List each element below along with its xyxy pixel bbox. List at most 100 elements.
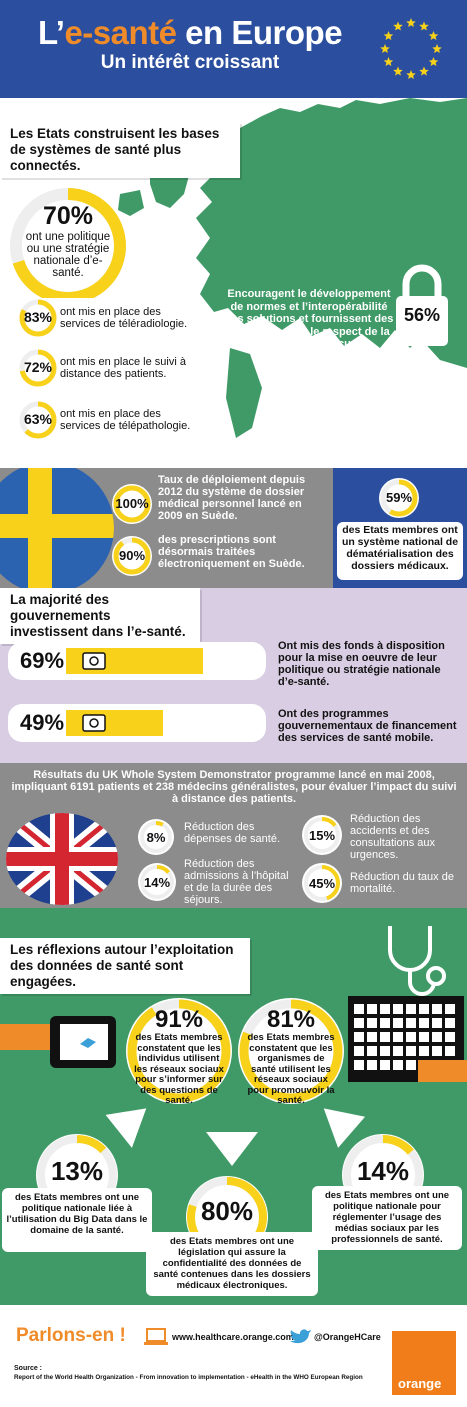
stat-value: 63%	[23, 411, 53, 427]
keyboard-key	[445, 1032, 455, 1042]
stat-text: ont mis en place le suivi à distance des…	[60, 356, 186, 380]
ring-fill	[343, 1135, 423, 1215]
ring-fill	[140, 865, 174, 899]
stat-text: Réduction du taux de mortalité.	[350, 871, 454, 895]
ring-fill	[37, 1135, 117, 1215]
text-card	[2, 1188, 152, 1252]
eu-star	[380, 44, 390, 53]
stat-value: 14%	[356, 1156, 410, 1186]
keyboard-key	[380, 1046, 390, 1056]
keyboard-key	[380, 1032, 390, 1042]
stat-text: ont mis en place des services de télépat…	[60, 408, 191, 432]
progress-ring	[113, 485, 151, 523]
stat-value: 100%	[115, 496, 149, 511]
arrow-left-icon	[105, 1108, 147, 1148]
laptop-icon	[144, 1328, 168, 1345]
progress-ring	[239, 999, 343, 1103]
progress-ring	[304, 817, 340, 853]
eu-star	[393, 21, 403, 31]
stat-circle	[302, 863, 342, 903]
keyboard-key	[393, 1018, 403, 1028]
keyboard-key	[419, 1004, 429, 1014]
arrow-right-icon	[323, 1108, 366, 1148]
keyboard-key	[419, 1018, 429, 1028]
ring-fill	[380, 479, 418, 517]
keyboard-key	[367, 1032, 377, 1042]
stat-value: 80%	[200, 1196, 254, 1226]
eu-star	[428, 57, 439, 66]
keyboard-key	[406, 1046, 416, 1056]
banknote-icon	[82, 714, 106, 732]
ring-fill	[239, 999, 343, 1103]
keyboard-key	[380, 1060, 390, 1070]
keyboard-key	[406, 1018, 416, 1028]
eu-star	[383, 31, 394, 40]
bar-text: Ont des programmes gouvernementaux de fi…	[278, 708, 457, 744]
progress-ring	[19, 349, 57, 387]
padlock-icon	[396, 264, 448, 346]
stat-text: des Etats membres ont une politique nati…	[324, 1190, 450, 1245]
keyboard-key	[354, 1032, 364, 1042]
stat-circle	[379, 478, 419, 518]
uk-flag-icon	[6, 813, 118, 905]
ring-fill	[304, 817, 340, 853]
lock-stat-text: Encouragent le développement de normes e…	[224, 288, 394, 350]
cta-text: Parlons-en !	[16, 1325, 126, 1346]
section-banner: Les réflexions autour l’exploitation des…	[0, 938, 250, 994]
source-label: Source :	[14, 1365, 43, 1372]
keyboard-key	[445, 1004, 455, 1014]
stethoscope-icon	[388, 926, 446, 996]
text-card	[312, 1186, 462, 1250]
stat-text: des Etats membres ont un système nationa…	[341, 524, 459, 572]
twitter-handle[interactable]: @OrangeHCare	[314, 1332, 381, 1342]
stat-circle	[138, 863, 176, 901]
keyboard-key	[432, 1018, 442, 1028]
keyboard-key	[393, 1032, 403, 1042]
source-text: Report of the World Health Organization …	[14, 1374, 363, 1381]
footer: Parlons-en ! www.healthcare.orange.com @…	[0, 1305, 467, 1407]
banknote-icon	[82, 652, 106, 670]
page-subtitle: Un intérêt croissant	[100, 52, 280, 73]
stat-circle	[302, 815, 342, 855]
keyboard-key	[393, 1060, 403, 1070]
keyboard-key	[406, 1032, 416, 1042]
keyboard-key	[445, 1018, 455, 1028]
stat-text: Réduction des admissions à l’hôpital et …	[184, 858, 289, 906]
keyboard-key	[432, 1004, 442, 1014]
page-title: L’e-santé en Europe	[37, 14, 343, 51]
keyboard-key	[419, 1032, 429, 1042]
section-sweden: 100% Taux de déploiement depuis 2012 du …	[0, 468, 467, 588]
keyboard-key	[419, 1046, 429, 1056]
eu-star	[406, 70, 416, 79]
stat-value: 81%	[266, 1006, 316, 1033]
section-data: Les réflexions autour l’exploitation des…	[0, 908, 467, 1305]
stat-text: des Etats membres ont une législation qu…	[153, 1236, 311, 1291]
stat-value: 72%	[23, 359, 53, 375]
stat-text: ont mis en place des services de télérad…	[60, 306, 188, 330]
keyboard-key	[367, 1060, 377, 1070]
stat-text: des Etats membres ont une politique nati…	[6, 1192, 148, 1236]
laptop-keyboard-icon	[348, 996, 467, 1082]
bar-value: 49%	[20, 710, 65, 735]
stat-value: 8%	[146, 830, 166, 845]
twitter-bird-icon	[290, 1329, 311, 1344]
keyboard-key	[380, 1004, 390, 1014]
keyboard-key	[367, 1046, 377, 1056]
keyboard-key	[354, 1004, 364, 1014]
keyboard-key	[393, 1004, 403, 1014]
big-stat-text: ont une politique ou une stratégie natio…	[25, 231, 111, 279]
eu-star	[406, 18, 416, 27]
section-banner: Les Etats construisent les bases de syst…	[0, 122, 240, 178]
ring-fill	[19, 349, 57, 387]
eu-star	[432, 44, 442, 53]
website-link[interactable]: www.healthcare.orange.com	[172, 1332, 294, 1342]
keyboard-key	[445, 1046, 455, 1056]
uk-intro-text: Résultats du UK Whole System Demonstrato…	[11, 769, 457, 805]
eu-star	[383, 57, 394, 66]
bar-text: Ont mis des fonds à disposition pour la …	[278, 640, 445, 688]
eu-star	[419, 21, 429, 31]
lock-stat-value: 56%	[403, 305, 441, 325]
big-stat-value: 70%	[42, 202, 94, 230]
keyboard-key	[406, 1004, 416, 1014]
section-banner: La majorité des gouvernements investisse…	[0, 588, 200, 644]
